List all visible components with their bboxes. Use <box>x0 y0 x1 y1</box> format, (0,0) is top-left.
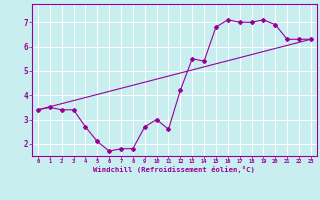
X-axis label: Windchill (Refroidissement éolien,°C): Windchill (Refroidissement éolien,°C) <box>93 166 255 173</box>
